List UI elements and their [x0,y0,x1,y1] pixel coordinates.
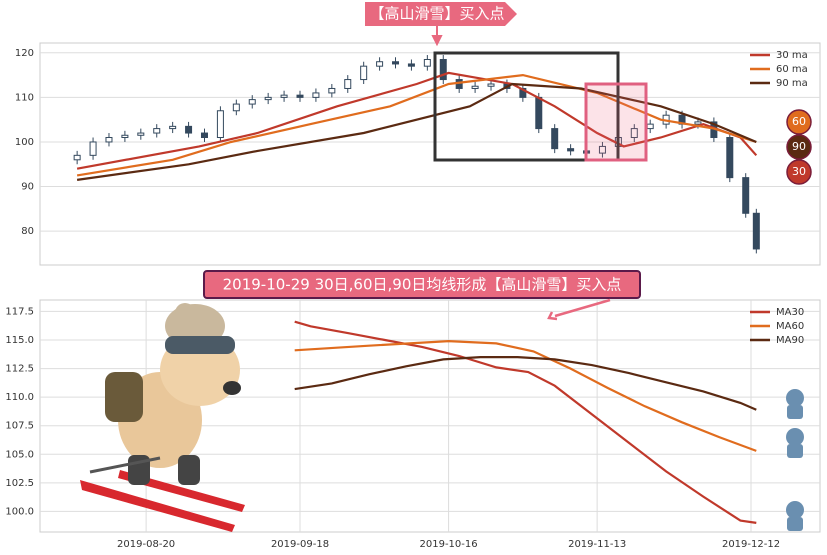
end-label-badge [786,159,812,185]
x-tick-label: 2019-08-20 [117,539,175,550]
legend-label: MA60 [776,321,804,332]
candle-body [169,125,177,130]
y-tick-label: 120 [15,48,34,59]
y-tick-label: 107.5 [5,421,34,432]
candle-body [598,145,606,154]
candle-body [726,137,734,179]
candle-body [423,58,431,67]
candle-body [153,128,161,134]
candle-body [296,94,304,98]
candle-body [567,148,575,152]
end-label: 60 [792,115,806,128]
candle-body [551,128,559,150]
ma-line [294,339,757,452]
y-tick-label: 110 [15,92,34,103]
buy-zone-box [584,82,648,162]
x-tick-label: 2019-11-13 [568,539,626,550]
candle-body [185,125,193,134]
legend-label: 90 ma [776,78,808,89]
candle-body [487,83,495,87]
ma-line [294,320,757,524]
banner-shape [365,2,517,26]
candle-body [200,132,208,139]
candle-body [646,123,654,130]
y-tick-label: 110.0 [5,392,34,403]
legend-label: 30 ma [776,50,808,61]
y-tick-label: 115.0 [5,335,34,346]
end-label-badge [786,109,812,135]
candle-body [105,137,113,143]
legend-label: 60 ma [776,64,808,75]
legend-label: MA30 [776,307,804,318]
annotation: 【高山滑雪】买入点 [369,5,504,23]
ma-line [76,82,757,181]
candle-body [73,154,81,161]
y-tick-label: 117.5 [5,306,34,317]
candle-body [360,65,368,81]
banner-arrow [547,298,611,321]
candle-body [407,63,415,67]
candle-body [121,134,129,139]
candle-body [439,58,447,81]
end-label: 30 [792,165,806,178]
candle-body [312,92,320,98]
banner-shape [203,270,641,299]
candle-body [137,132,145,136]
legend-label: MA90 [776,335,804,346]
candle-body [694,121,702,125]
candle-body [89,141,97,156]
candle-body [742,177,750,214]
end-label: 90 [792,140,806,153]
candle-body [752,212,760,250]
banner-arrow [431,26,443,47]
y-tick-label: 102.5 [5,478,34,489]
candle-body [248,99,256,105]
y-tick-label: 80 [21,226,34,237]
candle-body [376,61,384,67]
candle-body [535,96,543,130]
skier-icons [786,389,804,531]
candle-body [392,61,400,65]
candle-body [328,87,336,94]
y-tick-label: 105.0 [5,449,34,460]
y-tick-label: 100 [15,137,34,148]
candle-body [471,85,479,89]
skier-dog-illustration [80,303,245,532]
y-tick-label: 112.5 [5,364,34,375]
end-label-badge [786,134,812,160]
y-tick-label: 100.0 [5,506,34,517]
candle-body [630,128,638,139]
candle-body [280,94,288,98]
y-tick-label: 90 [21,182,34,193]
candle-body [216,110,224,139]
highlight-box [433,51,620,162]
ma-line [294,356,757,411]
x-tick-label: 2019-10-16 [420,539,478,550]
annotation: 2019-10-29 30日,60日,90日均线形成【高山滑雪】买入点 [223,276,622,294]
x-tick-label: 2019-09-18 [271,539,329,550]
x-tick-label: 2019-12-12 [722,539,780,550]
ma-line [76,73,757,177]
candle-body [344,79,352,89]
candle-body [232,103,240,112]
candle-body [264,96,272,101]
